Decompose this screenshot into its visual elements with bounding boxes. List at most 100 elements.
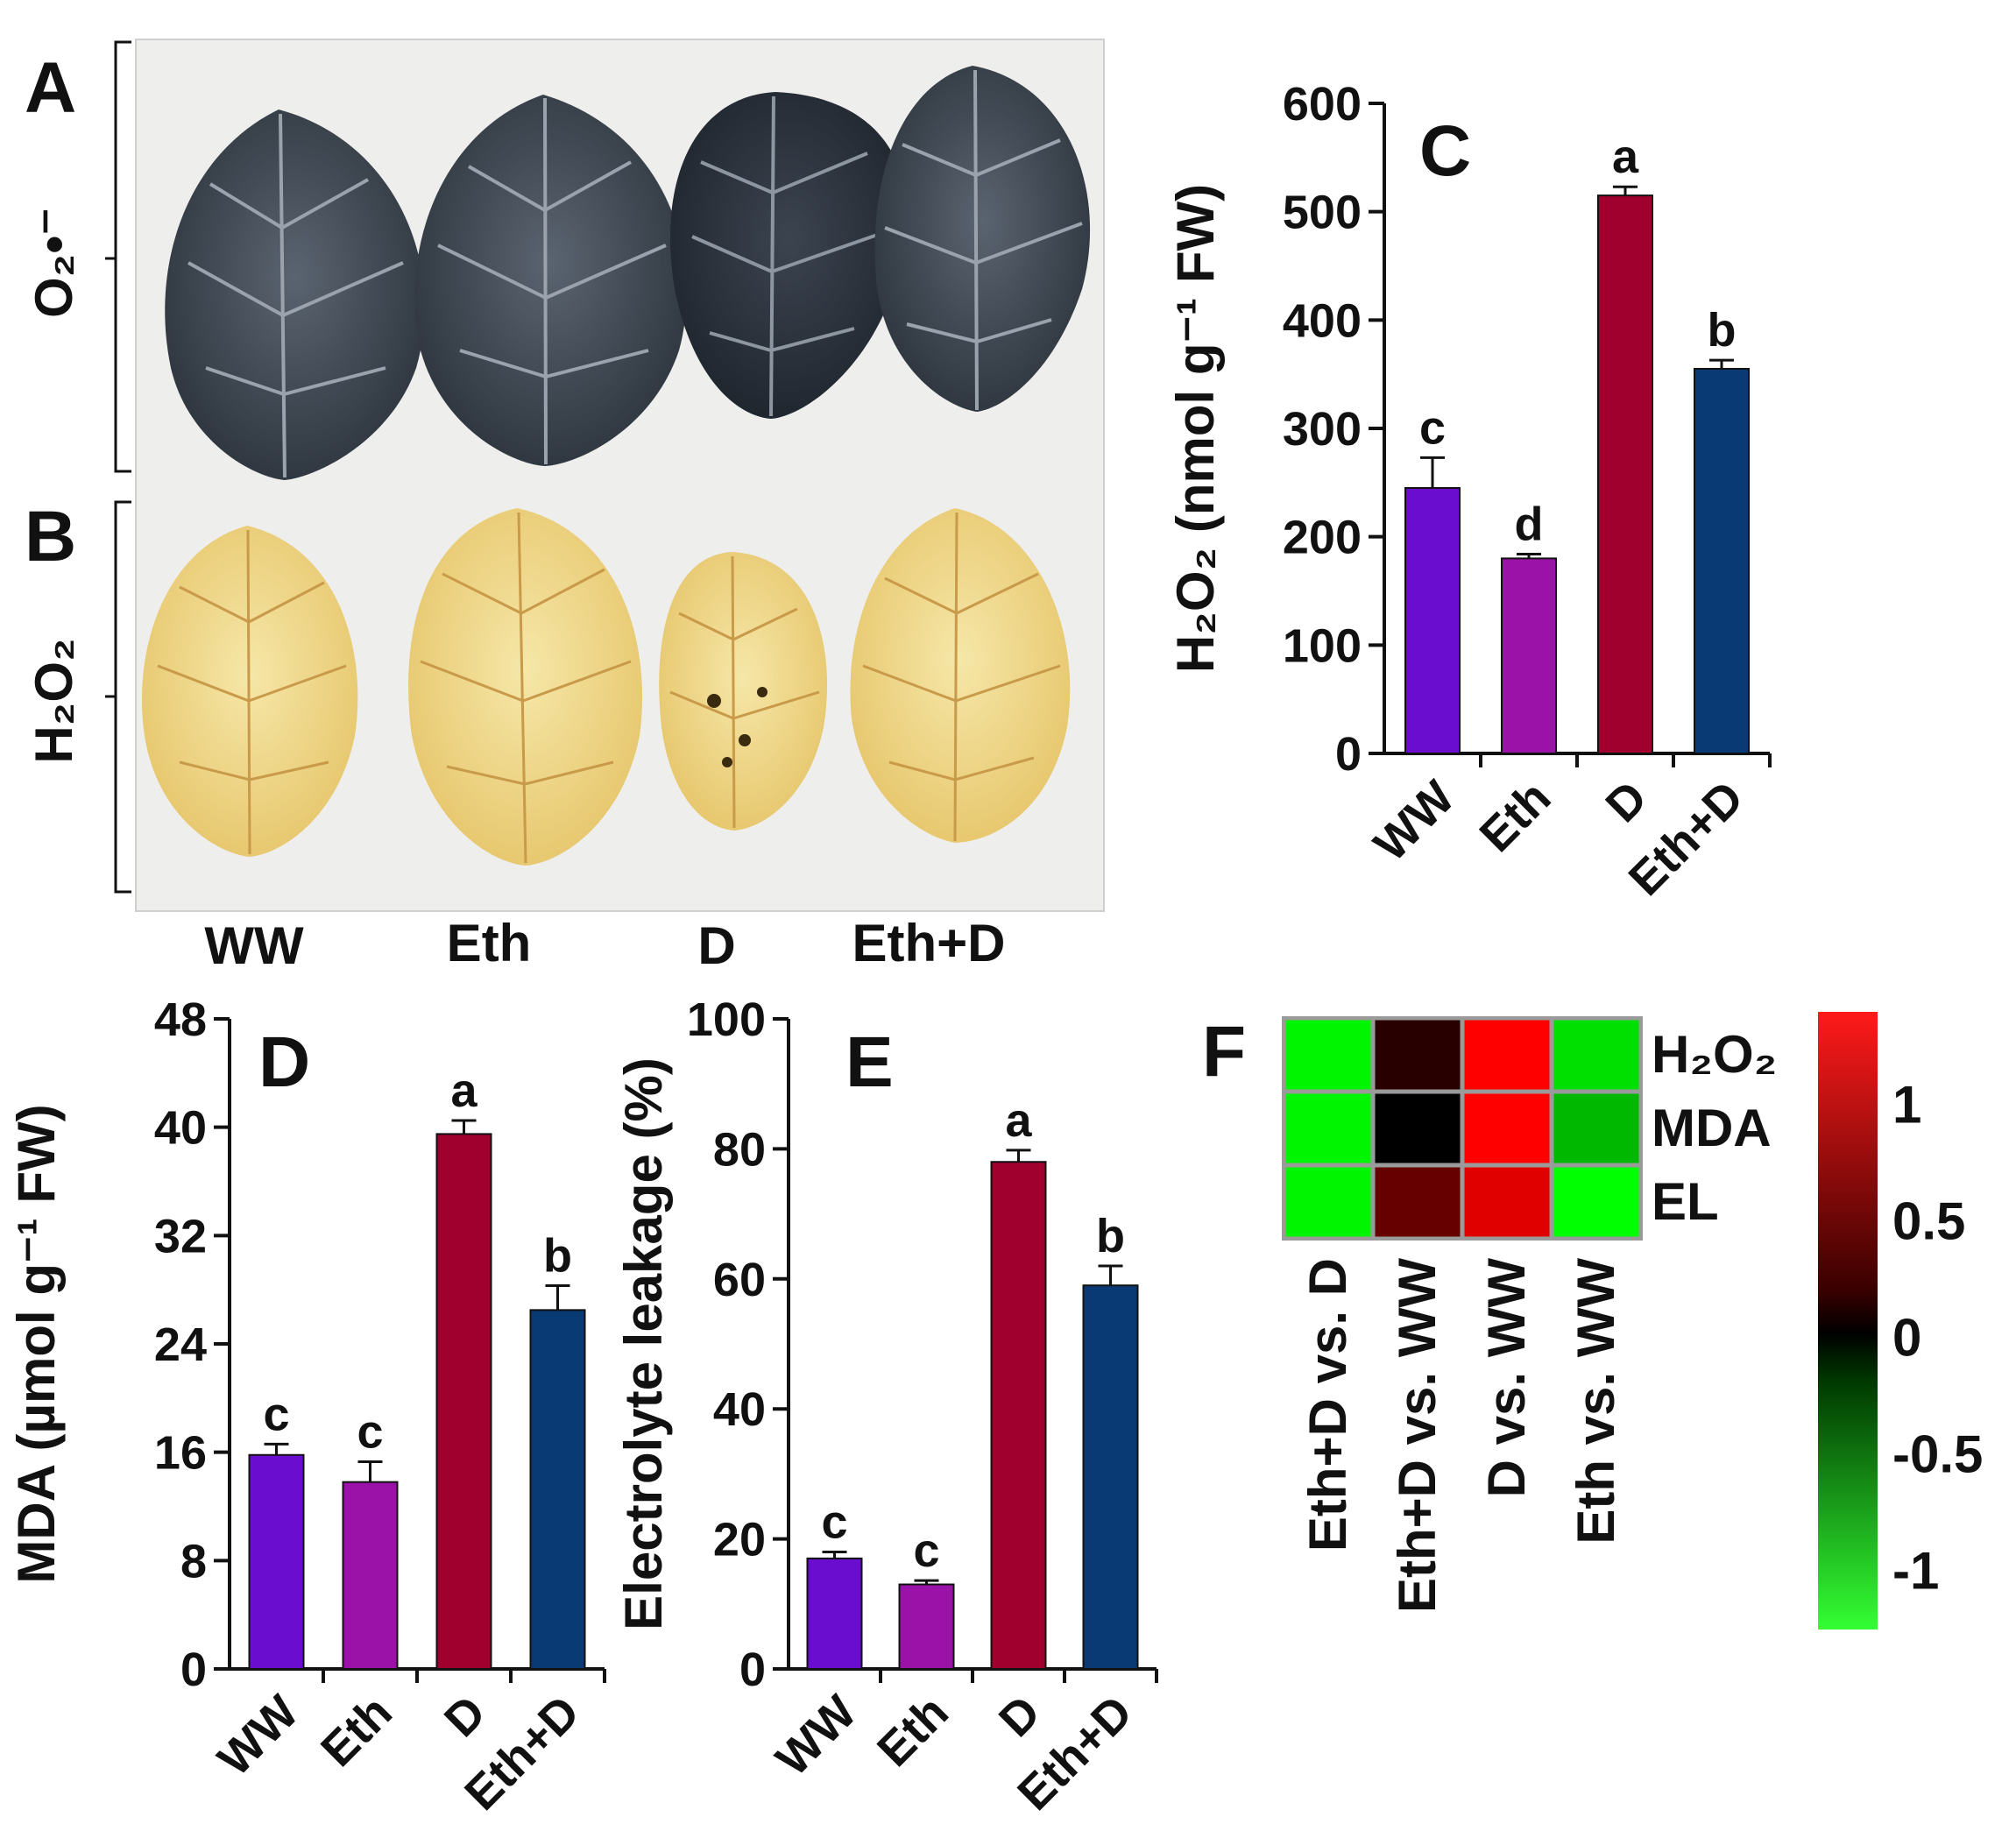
leaf-o2-eth bbox=[414, 95, 687, 466]
x-tick-label: WW bbox=[1364, 771, 1465, 872]
bar bbox=[529, 1309, 586, 1670]
significance-letter: c bbox=[913, 1524, 939, 1577]
y-tick-label: 60 bbox=[713, 1254, 766, 1306]
panel-label: E bbox=[845, 1022, 894, 1102]
significance-letter: c bbox=[357, 1405, 383, 1458]
heatmap-cell bbox=[1551, 1091, 1642, 1166]
photo-panel: A B O₂•⁻ H₂O₂ WW Eth D Eth+D bbox=[25, 39, 1105, 975]
photo-label-d: D bbox=[697, 916, 735, 975]
x-tick-label: D bbox=[435, 1686, 496, 1747]
significance-letter: a bbox=[1005, 1094, 1032, 1147]
x-tick-label: D bbox=[1595, 771, 1657, 832]
panel-label: C bbox=[1419, 111, 1471, 191]
photo-label-eth: Eth bbox=[447, 914, 532, 972]
x-tick-label: D bbox=[989, 1686, 1050, 1747]
significance-letter: a bbox=[1612, 131, 1639, 183]
significance-letter: c bbox=[263, 1388, 289, 1440]
y-tick-label: 20 bbox=[713, 1514, 766, 1566]
heatmap-cell bbox=[1372, 1017, 1463, 1092]
significance-letter: d bbox=[1515, 498, 1544, 550]
heatmap-column-label: Eth vs. WW bbox=[1567, 1258, 1625, 1545]
y-tick-label: 32 bbox=[154, 1210, 207, 1262]
chart-c-h2o2: 0100200300400500600cWWdEthaDbEth+DCH₂O₂ … bbox=[1166, 78, 1772, 906]
leaf-o2-eth-d bbox=[874, 66, 1091, 412]
y-tick-label: 0 bbox=[1335, 728, 1362, 781]
panel-label: F bbox=[1202, 1012, 1246, 1092]
bar bbox=[806, 1557, 863, 1670]
significance-letter: b bbox=[1096, 1210, 1125, 1262]
leaf-h2o2-ww bbox=[141, 526, 358, 857]
colorbar-tick-label: 0 bbox=[1892, 1308, 1921, 1367]
leaf-h2o2-eth-d bbox=[850, 508, 1071, 843]
significance-letter: c bbox=[821, 1495, 847, 1548]
heatmap-row-label: EL bbox=[1652, 1172, 1719, 1231]
y-tick-label: 80 bbox=[713, 1123, 766, 1176]
colorbar-tick-label: 1 bbox=[1892, 1075, 1921, 1134]
y-tick-label: 16 bbox=[154, 1427, 207, 1480]
significance-letter: b bbox=[543, 1230, 572, 1283]
y-tick-label: 24 bbox=[154, 1318, 207, 1371]
y-tick-label: 500 bbox=[1283, 187, 1362, 239]
heatmap-cell bbox=[1551, 1164, 1642, 1240]
colorbar-tick-label: -1 bbox=[1892, 1541, 1939, 1600]
bracket-b bbox=[105, 500, 131, 894]
chart-f-heatmap: H₂O₂ MDA EL Eth+D vs. D Eth+D vs. WW D vs. WW… bbox=[1202, 1012, 1983, 1630]
x-tick-label: Eth bbox=[1470, 771, 1561, 862]
y-tick-label: 300 bbox=[1283, 403, 1362, 456]
bar bbox=[898, 1583, 955, 1671]
heatmap-row-label: MDA bbox=[1652, 1099, 1772, 1157]
row-label-h2o2: H₂O₂ bbox=[25, 638, 83, 763]
x-tick-label: Eth bbox=[311, 1686, 402, 1777]
significance-letter: c bbox=[1419, 401, 1446, 454]
heatmap-column-label: D vs. WW bbox=[1477, 1258, 1536, 1498]
bar bbox=[248, 1453, 305, 1670]
bar bbox=[342, 1481, 399, 1671]
bracket-a bbox=[105, 40, 131, 473]
row-label-o2: O₂•⁻ bbox=[25, 208, 83, 318]
leaf-o2-ww bbox=[165, 110, 425, 480]
heatmap-cell bbox=[1283, 1017, 1374, 1092]
heatmap-column-label: Eth+D vs. D bbox=[1298, 1258, 1357, 1552]
heatmap-cell bbox=[1461, 1164, 1553, 1240]
y-tick-label: 100 bbox=[687, 993, 766, 1046]
y-tick-label: 0 bbox=[180, 1644, 207, 1696]
y-tick-label: 48 bbox=[154, 993, 207, 1046]
heatmap-row-label: H₂O₂ bbox=[1652, 1025, 1777, 1084]
y-tick-label: 40 bbox=[713, 1383, 766, 1436]
y-axis-label: Electrolyte leakage (%) bbox=[614, 1057, 673, 1630]
colorbar-tick-label: -0.5 bbox=[1892, 1425, 1983, 1483]
heatmap-cell bbox=[1283, 1164, 1374, 1240]
y-axis-label: H₂O₂ (nmol g⁻¹ FW) bbox=[1166, 184, 1225, 673]
heatmap-cell bbox=[1372, 1091, 1463, 1166]
y-tick-label: 200 bbox=[1283, 512, 1362, 564]
y-tick-label: 400 bbox=[1283, 294, 1362, 347]
bar bbox=[1597, 194, 1653, 755]
photo-label-eth-d: Eth+D bbox=[852, 914, 1005, 972]
leaf-h2o2-d bbox=[659, 552, 828, 831]
heatmap-column-label: Eth+D vs. WW bbox=[1388, 1258, 1447, 1613]
y-tick-label: 40 bbox=[154, 1102, 207, 1155]
bar bbox=[990, 1161, 1047, 1670]
heatmap-cell bbox=[1551, 1017, 1642, 1092]
heatmap-cell bbox=[1461, 1017, 1553, 1092]
bar bbox=[1404, 487, 1461, 754]
colorbar bbox=[1818, 1012, 1878, 1630]
panel-label-b: B bbox=[25, 497, 76, 576]
bar bbox=[1082, 1284, 1139, 1670]
y-tick-label: 8 bbox=[180, 1535, 207, 1587]
x-tick-label: WW bbox=[766, 1686, 867, 1786]
y-tick-label: 600 bbox=[1283, 78, 1362, 131]
chart-e-electrolyte-leakage: 020406080100cWWcEthaDbEth+DEElectrolyte … bbox=[614, 993, 1158, 1820]
panel-label-a: A bbox=[25, 48, 76, 128]
heatmap-cell bbox=[1461, 1091, 1553, 1166]
y-tick-label: 100 bbox=[1283, 619, 1362, 672]
photo-label-ww: WW bbox=[204, 916, 304, 975]
panel-label: D bbox=[258, 1022, 310, 1102]
heatmap-cell bbox=[1283, 1091, 1374, 1166]
leaf-o2-d bbox=[669, 92, 908, 419]
y-tick-label: 0 bbox=[739, 1644, 766, 1696]
heatmap-cell bbox=[1372, 1164, 1463, 1240]
bar bbox=[1694, 367, 1750, 754]
